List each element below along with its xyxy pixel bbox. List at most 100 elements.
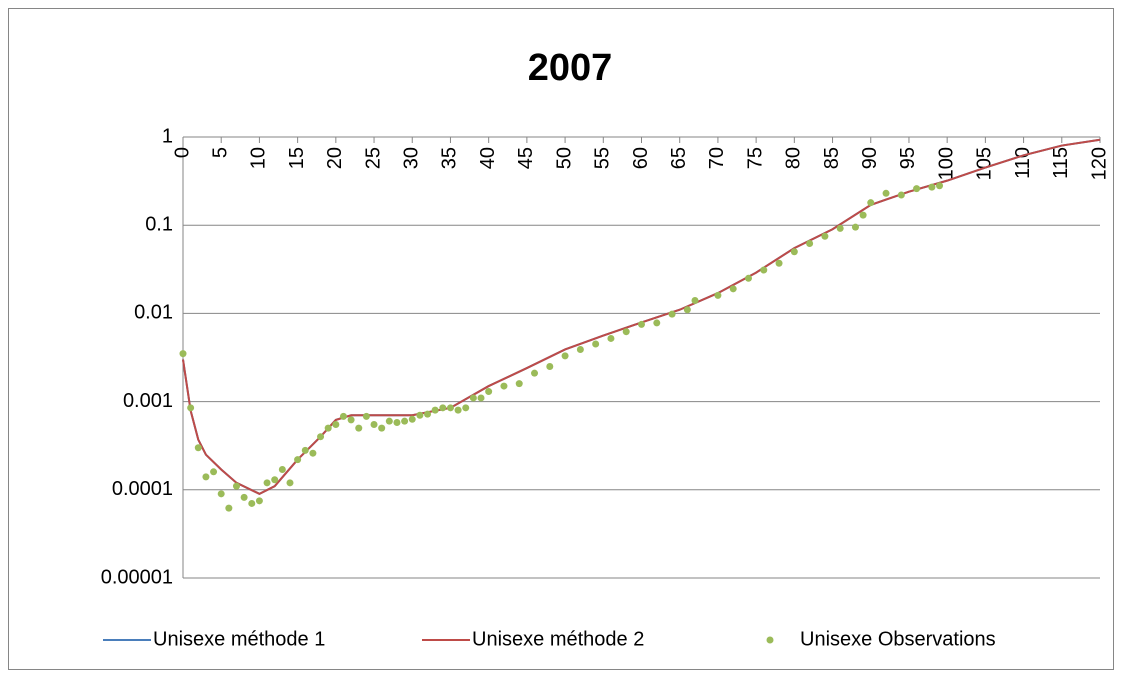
data-point [454, 406, 462, 414]
data-point [408, 415, 416, 423]
x-tick-label: 75 [744, 147, 766, 169]
x-tick-label: 60 [630, 147, 652, 169]
x-tick-label: 55 [592, 147, 614, 169]
data-point [339, 412, 347, 420]
x-tick-label: 95 [897, 147, 919, 169]
x-tick-label: 45 [515, 147, 537, 169]
data-point [668, 310, 676, 318]
chart-title: 2007 [528, 47, 613, 89]
data-point [446, 404, 454, 412]
data-point [714, 291, 722, 299]
x-tick-label: 5 [209, 147, 231, 158]
x-tick-label: 35 [439, 147, 461, 169]
x-tick-label: 110 [1012, 147, 1034, 179]
data-point [278, 465, 286, 473]
data-point [439, 404, 447, 412]
x-tick-label: 90 [859, 147, 881, 169]
x-tick-label: 15 [286, 147, 308, 169]
data-point [729, 285, 737, 293]
x-tick-label: 65 [668, 147, 690, 169]
y-tick-label: 0.00001 [101, 566, 173, 588]
data-point [424, 410, 432, 418]
data-point [401, 417, 409, 425]
data-point [691, 297, 699, 305]
data-point [225, 504, 233, 512]
x-tick-label: 20 [324, 147, 346, 169]
x-tick-label: 50 [553, 147, 575, 169]
data-point [232, 482, 240, 490]
chart-frame [8, 8, 1114, 670]
data-point [347, 416, 355, 424]
data-point [485, 388, 493, 396]
data-point [194, 444, 202, 452]
data-point [255, 497, 263, 505]
data-point [431, 406, 439, 414]
data-point [378, 424, 386, 432]
data-point [393, 418, 401, 426]
data-point [622, 328, 630, 336]
data-point [309, 449, 317, 457]
x-tick-label: 0 [171, 147, 193, 158]
legend-label: Unisexe Observations [800, 628, 996, 650]
data-point [477, 394, 485, 402]
data-point [821, 232, 829, 240]
data-point [462, 404, 470, 412]
data-point [210, 468, 218, 476]
data-point [775, 259, 783, 267]
data-point [851, 223, 859, 231]
x-tick-label: 10 [248, 147, 270, 169]
y-tick-label: 0.0001 [112, 478, 173, 500]
data-point [202, 473, 210, 481]
data-point [416, 411, 424, 419]
data-point [936, 182, 944, 190]
data-point [561, 352, 569, 360]
y-tick-label: 0.1 [145, 213, 173, 235]
legend-marker [766, 636, 774, 644]
data-point [301, 446, 309, 454]
data-point [248, 499, 256, 507]
y-tick-label: 0.01 [134, 302, 173, 324]
x-tick-label: 105 [974, 147, 996, 180]
data-point [683, 306, 691, 314]
data-point [638, 320, 645, 328]
data-point [271, 476, 279, 484]
data-point [500, 382, 508, 390]
data-point [882, 189, 890, 197]
data-point [286, 479, 294, 487]
data-point [806, 240, 814, 248]
data-point [469, 394, 477, 402]
y-tick-label: 1 [162, 125, 173, 147]
data-point [760, 266, 768, 274]
data-point [515, 380, 523, 388]
data-point [790, 248, 798, 256]
data-point [385, 417, 393, 425]
x-tick-label: 70 [706, 147, 728, 169]
data-point [355, 424, 363, 432]
data-point [362, 412, 370, 420]
data-point [240, 493, 248, 501]
data-point [913, 185, 921, 193]
data-point [607, 334, 615, 342]
legend-label: Unisexe méthode 2 [472, 628, 644, 650]
data-point [653, 319, 661, 327]
data-point [867, 199, 875, 207]
data-point [187, 404, 195, 412]
data-point [928, 183, 936, 191]
data-point [317, 433, 325, 441]
x-tick-label: 115 [1050, 147, 1072, 179]
x-tick-label: 40 [477, 147, 499, 169]
x-tick-label: 100 [935, 147, 957, 180]
data-point [294, 456, 302, 464]
data-point [332, 421, 340, 428]
data-point [897, 191, 905, 199]
data-point [576, 345, 584, 353]
data-point [744, 274, 752, 282]
data-point [370, 421, 378, 428]
data-point [859, 211, 867, 219]
data-point [592, 340, 600, 348]
legend-label: Unisexe méthode 1 [153, 628, 325, 650]
x-tick-label: 25 [362, 147, 384, 169]
y-tick-label: 0.001 [123, 390, 173, 412]
x-tick-label: 30 [401, 147, 423, 169]
